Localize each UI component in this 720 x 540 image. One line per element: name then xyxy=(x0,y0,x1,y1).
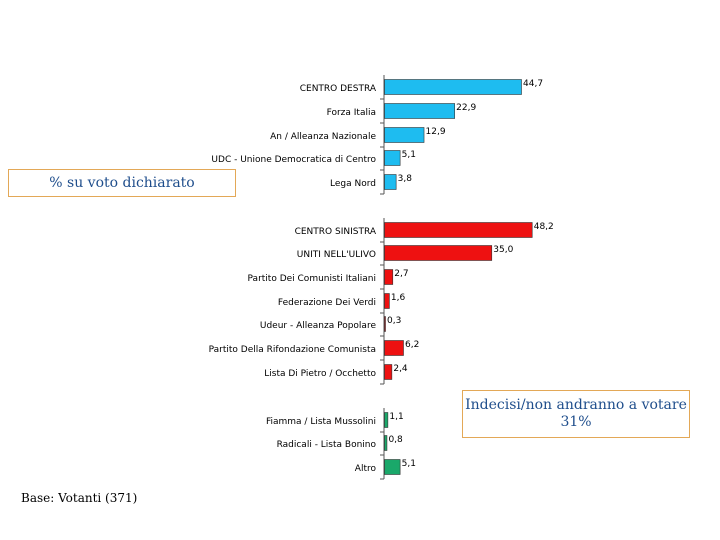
bar xyxy=(384,127,425,143)
percent-basis-text: % su voto dichiarato xyxy=(49,175,195,191)
category-label: Altro xyxy=(355,464,377,474)
value-label: 5,1 xyxy=(402,459,416,469)
value-label: 0,3 xyxy=(387,316,401,326)
value-label: 22,9 xyxy=(456,103,476,113)
bar xyxy=(384,103,455,119)
category-label: Forza Italia xyxy=(327,108,376,118)
category-label: CENTRO DESTRA xyxy=(300,84,377,94)
category-label: Lega Nord xyxy=(330,179,376,189)
bar xyxy=(384,364,393,380)
category-label: Federazione Dei Verdi xyxy=(278,298,376,308)
bar xyxy=(384,412,389,428)
value-label: 1,6 xyxy=(391,293,406,303)
value-label: 44,7 xyxy=(523,79,543,89)
category-label: UDC - Unione Democratica di Centro xyxy=(211,155,376,165)
value-label: 35,0 xyxy=(493,245,513,255)
bar xyxy=(384,435,388,451)
category-label: Partito Dei Comunisti Italiani xyxy=(248,274,376,284)
value-label: 2,7 xyxy=(394,269,408,279)
value-label: 6,2 xyxy=(405,340,419,350)
category-label: Udeur - Alleanza Popolare xyxy=(260,321,377,331)
value-label: 0,8 xyxy=(388,435,403,445)
bar xyxy=(384,174,397,190)
category-label: UNITI NELL'ULIVO xyxy=(297,250,376,260)
value-label: 2,4 xyxy=(393,364,408,374)
value-label: 48,2 xyxy=(534,222,554,232)
undecided-percent: 31% xyxy=(560,414,592,430)
category-label: CENTRO SINISTRA xyxy=(295,227,377,237)
value-label: 12,9 xyxy=(426,127,446,137)
value-label: 1,1 xyxy=(389,412,403,422)
bar xyxy=(384,150,401,166)
undecided-box: Indecisi/non andranno a votare 31% xyxy=(462,390,690,438)
category-label: Partito Della Rifondazione Comunista xyxy=(209,345,376,355)
category-label: Lista Di Pietro / Occhetto xyxy=(264,369,376,379)
bar xyxy=(384,459,401,475)
percent-basis-box: % su voto dichiarato xyxy=(8,169,236,197)
category-label: An / Alleanza Nazionale xyxy=(270,132,376,142)
base-note: Base: Votanti (371) xyxy=(21,491,138,505)
bar xyxy=(384,269,394,285)
bar xyxy=(384,245,493,261)
value-label: 5,1 xyxy=(402,150,416,160)
undecided-text: Indecisi/non andranno a votare xyxy=(465,397,687,413)
bar xyxy=(384,222,533,238)
value-label: 3,8 xyxy=(398,174,413,184)
category-label: Radicali - Lista Bonino xyxy=(277,440,377,450)
category-label: Fiamma / Lista Mussolini xyxy=(266,417,376,427)
bar xyxy=(384,79,522,95)
bar xyxy=(384,293,390,309)
bar xyxy=(384,316,386,332)
bar xyxy=(384,340,404,356)
